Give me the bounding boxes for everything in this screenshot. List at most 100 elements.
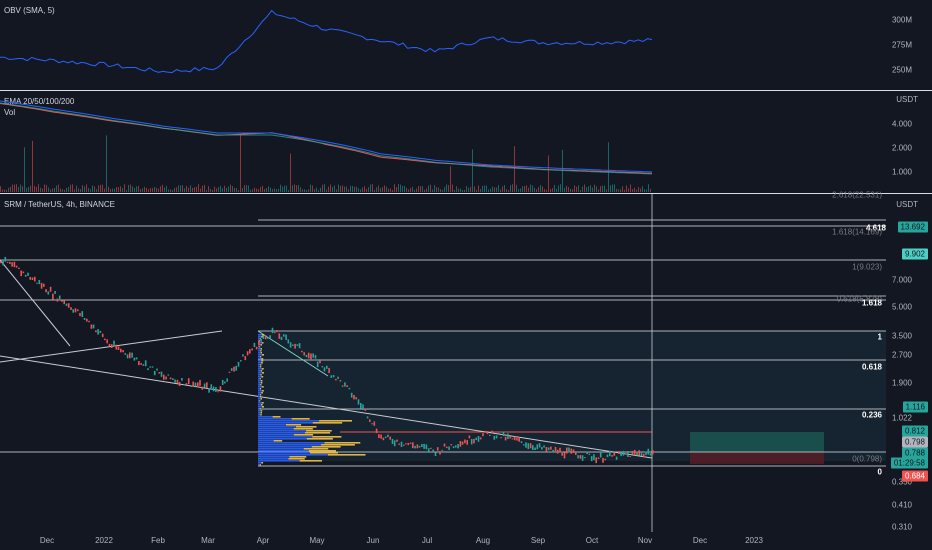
date-axis[interactable]: Dec 2022 Feb Mar Apr May Jun Jul Aug Sep… xyxy=(0,532,886,550)
volume-bar xyxy=(62,189,63,192)
volume-bar xyxy=(556,188,557,192)
volume-bar xyxy=(630,184,631,192)
price-candle xyxy=(407,443,410,446)
volume-profile-bar xyxy=(258,390,262,392)
volume-bar xyxy=(178,185,179,192)
price-candle xyxy=(357,399,360,405)
price-candle xyxy=(518,437,520,442)
volume-profile-bar xyxy=(327,454,366,456)
price-candle xyxy=(34,276,36,282)
volume-bar xyxy=(124,184,125,192)
volume-bar xyxy=(368,187,369,192)
price-candle xyxy=(158,372,161,374)
volume-bar xyxy=(300,187,301,192)
fib-label: 1(9.023) xyxy=(852,262,882,272)
volume-profile-bar xyxy=(312,422,343,424)
volume-profile-bar xyxy=(258,400,260,402)
volume-profile-bar xyxy=(258,336,262,338)
main-price-scale[interactable]: USDT 7.000 5.000 3.500 2.700 1.900 1.022… xyxy=(888,194,932,532)
volume-bar xyxy=(542,186,543,192)
pane-divider[interactable] xyxy=(0,193,932,194)
volume-bar xyxy=(442,189,443,192)
volume-bar xyxy=(416,188,417,192)
volume-bar xyxy=(214,186,215,192)
price-candle xyxy=(323,367,326,372)
price-badge: 1.116 xyxy=(902,401,928,413)
obv-pane: OBV (SMA, 5) 300M 275M 250M xyxy=(0,0,932,90)
volume-profile-bar xyxy=(258,376,262,378)
volume-bar xyxy=(464,189,465,192)
main-plot[interactable] xyxy=(0,194,932,532)
price-candle xyxy=(187,378,190,385)
price-candle xyxy=(95,330,97,333)
price-candle xyxy=(631,450,634,455)
price-candle xyxy=(0,261,2,264)
price-candle xyxy=(604,458,607,461)
price-candle xyxy=(559,447,561,453)
volume-bar xyxy=(606,189,607,192)
volume-bar xyxy=(470,186,471,192)
obv-tick: 250M xyxy=(891,65,912,75)
volume-bar xyxy=(154,186,155,192)
volume-profile-bar xyxy=(261,354,264,356)
volume-profile-bar xyxy=(258,432,305,434)
volume-bar xyxy=(446,184,447,192)
obv-price-scale[interactable]: 300M 275M 250M xyxy=(888,0,932,90)
price-candle xyxy=(88,320,90,323)
volume-bar xyxy=(134,187,135,192)
price-candle xyxy=(464,439,466,444)
volume-bar xyxy=(578,185,579,192)
volume-bar xyxy=(200,188,201,192)
volume-bar xyxy=(176,187,177,192)
price-candle xyxy=(190,385,192,387)
price-candle xyxy=(541,446,543,450)
volume-bar xyxy=(514,146,515,192)
price-candle xyxy=(147,368,149,371)
volume-bar xyxy=(322,184,323,192)
price-tick: 3.500 xyxy=(891,331,912,341)
price-candle xyxy=(151,366,154,368)
volume-bar xyxy=(294,184,295,192)
volume-bar xyxy=(110,189,111,192)
volume-bar xyxy=(358,188,359,192)
volume-bar xyxy=(548,155,549,192)
price-candle xyxy=(165,376,167,380)
price-candle xyxy=(350,392,353,398)
fib-label: 0.618(5.828) xyxy=(836,294,882,304)
volume-bar xyxy=(344,186,345,192)
volume-bar xyxy=(250,189,251,192)
price-candle xyxy=(615,456,618,460)
volume-bar xyxy=(22,186,23,192)
volume-bar xyxy=(352,185,353,192)
price-candle xyxy=(58,295,61,300)
price-candle xyxy=(430,447,432,449)
date-tick: Jul xyxy=(421,536,433,545)
volume-profile-bar xyxy=(291,418,310,420)
price-candle xyxy=(486,431,489,435)
price-candle xyxy=(509,436,511,439)
price-candle xyxy=(443,443,446,447)
volume-bar xyxy=(502,186,503,192)
volume-bar xyxy=(248,185,249,192)
price-candle xyxy=(414,445,416,449)
price-candle xyxy=(448,446,450,450)
volume-bar xyxy=(406,187,407,192)
volume-profile-bar xyxy=(260,388,262,390)
volume-profile-bar xyxy=(258,416,273,418)
volume-bar xyxy=(284,185,285,192)
price-candle xyxy=(67,303,70,308)
volume-bar xyxy=(534,187,535,192)
price-candle xyxy=(380,434,382,439)
price-candle xyxy=(346,385,348,387)
price-candle xyxy=(554,447,557,452)
volume-profile-bar xyxy=(259,464,261,466)
ema-price-scale[interactable]: USDT 4.000 2.000 1.000 xyxy=(888,91,932,193)
volume-bar xyxy=(76,185,77,192)
volume-bar xyxy=(116,187,117,192)
price-candle xyxy=(563,452,566,459)
volume-bar xyxy=(276,189,277,192)
pane-divider[interactable] xyxy=(0,90,932,91)
price-candle xyxy=(217,391,219,393)
price-candle xyxy=(40,282,43,289)
volume-profile-bar xyxy=(308,450,336,452)
